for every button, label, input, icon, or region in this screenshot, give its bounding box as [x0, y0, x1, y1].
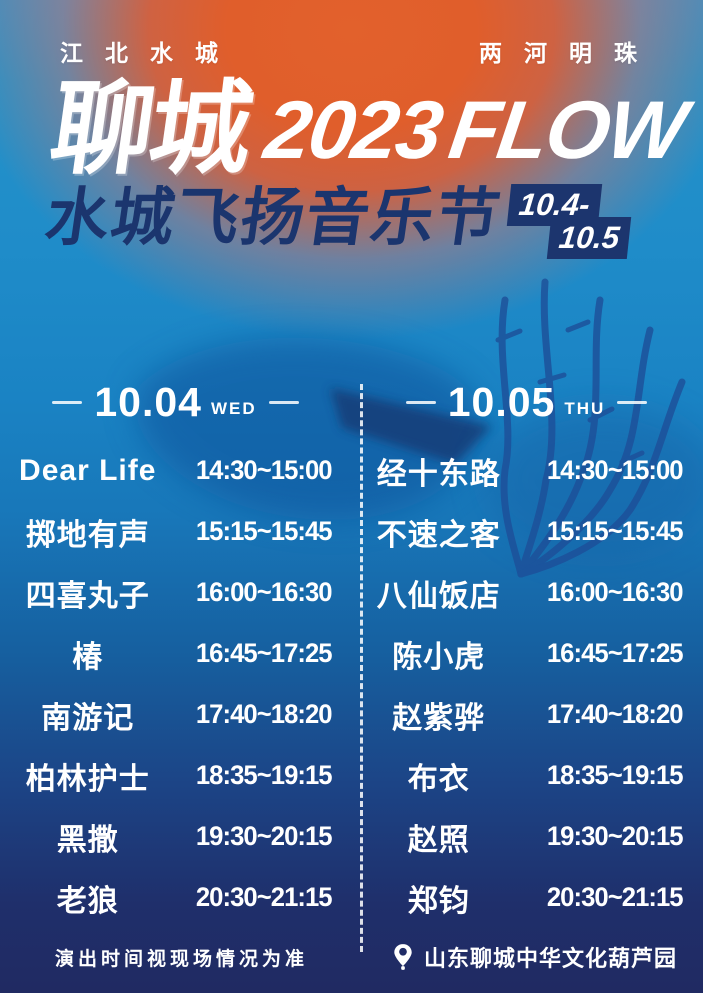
act-row: 柏林护士 18:35~19:15 [0, 745, 351, 806]
day-date: 10.05 [447, 378, 556, 425]
header-dash [52, 400, 83, 404]
act-name: Dear Life [19, 453, 157, 487]
acts-list-1005: 经十东路 14:30~15:00 不速之客 15:15~15:45 八仙饭店 1… [351, 440, 702, 928]
act-row: 四喜丸子 16:00~16:30 [0, 562, 351, 623]
subtitle-row: 水城飞扬音乐节 10.4- 10.5 [41, 182, 683, 274]
day-date: 10.04 [94, 378, 202, 425]
location-pin-icon [394, 944, 412, 970]
act-name: 赵照 [407, 823, 470, 857]
act-name: 陈小虎 [392, 640, 486, 674]
act-row: 黑撒 19:30~20:15 [0, 806, 351, 867]
act-name: 郑钧 [407, 884, 470, 918]
header-dash [405, 400, 436, 404]
act-time: 18:35~19:15 [546, 760, 683, 790]
act-time: 20:30~21:15 [195, 882, 332, 912]
title-city: 聊城 [43, 72, 257, 186]
title-flow: FLOW [443, 85, 690, 176]
act-name: 布衣 [407, 762, 470, 796]
day-header-1005: 10.05 THU [351, 378, 702, 426]
act-time: 20:30~21:15 [546, 882, 683, 912]
act-row: 经十东路 14:30~15:00 [351, 440, 702, 501]
act-row: 布衣 18:35~19:15 [351, 745, 702, 806]
act-time: 19:30~20:15 [195, 821, 332, 851]
date-badge-end: 10.5 [546, 217, 632, 259]
slogan-left: 江北水城 [60, 40, 240, 66]
day-column-1005: 10.05 THU 经十东路 14:30~15:00 不速之客 15:15~15… [351, 378, 702, 928]
act-time: 16:45~17:25 [195, 638, 332, 668]
date-badges: 10.4- 10.5 [506, 184, 669, 274]
act-row: 椿 16:45~17:25 [0, 623, 351, 684]
act-row: Dear Life 14:30~15:00 [0, 440, 351, 501]
top-slogan-bar: 江北水城 两河明珠 [60, 34, 659, 68]
act-time: 16:00~16:30 [546, 577, 683, 607]
title-year: 2023 [259, 85, 447, 176]
act-time: 16:45~17:25 [546, 638, 683, 668]
act-row: 不速之客 15:15~15:45 [351, 501, 702, 562]
act-name: 四喜丸子 [25, 579, 150, 613]
act-row: 赵紫骅 17:40~18:20 [351, 684, 702, 745]
act-time: 18:35~19:15 [195, 760, 332, 790]
act-row: 赵照 19:30~20:15 [351, 806, 702, 867]
act-row: 郑钧 20:30~21:15 [351, 867, 702, 928]
act-time: 16:00~16:30 [195, 577, 332, 607]
footer-note: 演出时间视现场情况为准 [55, 948, 309, 970]
act-time: 19:30~20:15 [546, 821, 683, 851]
act-name: 南游记 [41, 701, 135, 735]
header-dash [617, 400, 648, 404]
act-name: 柏林护士 [25, 762, 150, 796]
day-weekday: WED [210, 399, 257, 418]
day-header-1004: 10.04 WED [0, 378, 351, 426]
footer: 演出时间视现场情况为准 山东聊城中华文化葫芦园 [55, 941, 677, 973]
act-row: 掷地有声 15:15~15:45 [0, 501, 351, 562]
act-time: 15:15~15:45 [195, 516, 332, 546]
act-name: 掷地有声 [25, 518, 150, 552]
venue: 山东聊城中华文化葫芦园 [392, 941, 677, 973]
act-time: 17:40~18:20 [195, 699, 332, 729]
act-name: 经十东路 [376, 457, 501, 491]
act-time: 14:30~15:00 [195, 455, 332, 485]
venue-text: 山东聊城中华文化葫芦园 [423, 946, 677, 971]
act-name: 黑撒 [56, 823, 119, 857]
column-divider [360, 384, 363, 952]
festival-subtitle: 水城飞扬音乐节 [41, 183, 506, 253]
act-time: 15:15~15:45 [546, 516, 683, 546]
act-name: 不速之客 [376, 518, 501, 552]
header-dash [268, 400, 299, 404]
act-row: 南游记 17:40~18:20 [0, 684, 351, 745]
act-row: 陈小虎 16:45~17:25 [351, 623, 702, 684]
act-name: 老狼 [56, 884, 119, 918]
act-row: 老狼 20:30~21:15 [0, 867, 351, 928]
acts-list-1004: Dear Life 14:30~15:00 掷地有声 15:15~15:45 四… [0, 440, 351, 928]
act-name: 赵紫骅 [392, 701, 486, 735]
act-row: 八仙饭店 16:00~16:30 [351, 562, 702, 623]
act-name: 八仙饭店 [376, 579, 501, 613]
act-name: 椿 [72, 640, 104, 674]
main-title: 聊城 2023 FLOW [43, 72, 690, 186]
act-time: 17:40~18:20 [546, 699, 683, 729]
schedule: 10.04 WED Dear Life 14:30~15:00 掷地有声 15:… [0, 378, 703, 928]
day-column-1004: 10.04 WED Dear Life 14:30~15:00 掷地有声 15:… [0, 378, 351, 928]
act-time: 14:30~15:00 [546, 455, 683, 485]
day-weekday: THU [564, 399, 606, 418]
slogan-right: 两河明珠 [479, 40, 659, 66]
